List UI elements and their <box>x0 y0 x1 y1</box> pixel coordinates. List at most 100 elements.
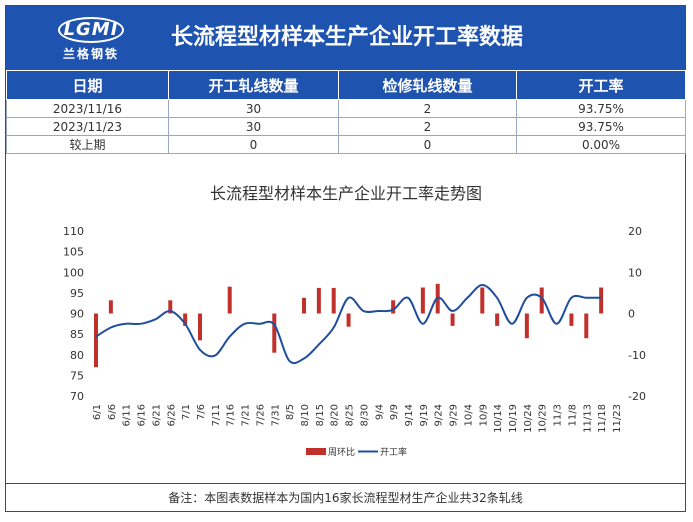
x-tick-label: 7/1 <box>181 404 192 420</box>
bar-mark <box>272 313 277 353</box>
company-logo: LGMI 兰格钢铁 <box>50 15 134 61</box>
report-frame: LGMI 兰格钢铁 长流程型材样本生产企业开工率数据 日期 开工轧线数量 检修轧… <box>5 5 686 512</box>
page-title: 长流程型材样本生产企业开工率数据 <box>171 25 524 50</box>
table-cell: 2 <box>338 99 517 118</box>
x-tick-label: 9/14 <box>404 404 415 426</box>
x-tick-label: 11/13 <box>582 404 593 433</box>
bar-mark <box>480 287 485 314</box>
left-tick-label: 75 <box>70 369 84 382</box>
left-tick-label: 110 <box>63 225 84 238</box>
left-tick-label: 70 <box>70 390 84 403</box>
x-tick-label: 8/10 <box>300 404 311 426</box>
x-tick-label: 7/21 <box>241 404 252 426</box>
chart-title: 长流程型材样本生产企业开工率走势图 <box>210 184 482 203</box>
bar-series-wow <box>94 283 604 368</box>
table-cell: 2 <box>338 117 517 136</box>
logo-text: LGMI <box>63 19 119 40</box>
table-cell: 2023/11/16 <box>6 99 169 118</box>
x-tick-label: 11/3 <box>553 404 564 426</box>
header-bar: LGMI 兰格钢铁 长流程型材样本生产企业开工率数据 <box>6 6 685 70</box>
x-tick-label: 8/5 <box>285 404 296 420</box>
x-tick-label: 9/29 <box>449 404 460 426</box>
logo-oval <box>58 17 124 43</box>
x-tick-label: 8/25 <box>345 404 356 426</box>
bar-mark <box>108 300 113 314</box>
x-tick-label: 8/20 <box>330 404 341 426</box>
table-row: 2023/11/23 30 2 93.75% <box>6 117 686 136</box>
right-tick-label: 10 <box>628 266 642 279</box>
table-cell: 93.75% <box>516 117 686 136</box>
left-tick-label: 85 <box>70 328 84 341</box>
bar-mark <box>569 313 574 326</box>
right-tick-label: -10 <box>628 349 646 362</box>
bar-mark <box>183 313 188 326</box>
bar-mark <box>599 287 604 314</box>
bar-mark <box>495 313 500 326</box>
x-tick-label: 6/16 <box>137 404 148 426</box>
chart-legend: 周环比 开工率 <box>306 446 407 458</box>
x-tick-label: 10/9 <box>478 404 489 426</box>
x-tick-label: 11/18 <box>597 404 608 433</box>
column-header-operating-rate: 开工率 <box>516 70 686 100</box>
x-tick-label: 10/29 <box>538 404 549 433</box>
bar-mark <box>584 313 589 339</box>
x-tick-label: 10/24 <box>523 404 534 433</box>
x-tick-label: 6/21 <box>151 404 162 426</box>
left-tick-label: 95 <box>70 287 84 300</box>
right-tick-label: 0 <box>628 308 635 321</box>
operating-rate-chart: 长流程型材样本生产企业开工率走势图 707580859095100105110 … <box>63 184 646 458</box>
legend-bar-swatch <box>306 448 326 455</box>
logo-subtitle: 兰格钢铁 <box>62 47 119 61</box>
left-axis-ticks: 70 75 80 85 90 95 100 105 110 <box>63 225 84 403</box>
table-cell: 30 <box>168 99 339 118</box>
table-row: 2023/11/16 30 2 93.75% <box>6 99 686 118</box>
x-tick-label: 11/23 <box>612 404 623 433</box>
x-tick-label: 6/26 <box>166 404 177 426</box>
x-tick-label: 9/24 <box>434 404 445 426</box>
x-tick-label: 9/19 <box>419 404 430 426</box>
x-tick-label: 7/11 <box>211 404 222 426</box>
bar-mark <box>539 287 544 314</box>
left-tick-label: 90 <box>70 308 84 321</box>
x-tick-label: 8/15 <box>315 404 326 426</box>
x-tick-label: 11/8 <box>567 404 578 426</box>
x-tick-label: 7/31 <box>270 404 281 426</box>
bar-mark <box>450 313 455 326</box>
x-tick-label: 6/6 <box>107 404 118 420</box>
bar-mark <box>227 286 232 314</box>
table-header-row: 日期 开工轧线数量 检修轧线数量 开工率 <box>6 70 686 100</box>
table-cell: 2023/11/23 <box>6 117 169 136</box>
x-tick-label: 6/1 <box>92 404 103 420</box>
x-tick-label: 7/6 <box>196 404 207 420</box>
left-tick-label: 100 <box>63 266 84 279</box>
x-tick-label: 9/4 <box>374 404 385 420</box>
table-cell: 93.75% <box>516 99 686 118</box>
x-tick-label: 7/26 <box>255 404 266 426</box>
bar-mark <box>524 313 529 339</box>
table-cell: 0 <box>168 135 339 154</box>
chart-area: 长流程型材样本生产企业开工率走势图 70 75 80 85 90 95 100 105 110 … <box>6 154 685 481</box>
bar-mark <box>331 287 336 314</box>
right-axis-ticks: -20 -10 0 10 20 <box>628 225 646 403</box>
column-header-maintenance-lines: 检修轧线数量 <box>338 70 517 100</box>
legend-bar-label: 周环比 <box>328 446 355 458</box>
x-tick-label: 7/16 <box>226 404 237 426</box>
bar-mark <box>94 313 98 368</box>
bar-mark <box>316 287 321 314</box>
bar-mark <box>302 297 306 314</box>
left-tick-label: 105 <box>63 246 84 259</box>
bar-mark <box>346 313 351 327</box>
x-tick-label: 10/19 <box>508 404 519 433</box>
table-row: 较上期 0 0 0.00% <box>6 135 686 154</box>
table-cell: 较上期 <box>6 135 169 154</box>
bar-mark <box>168 300 173 314</box>
column-header-date: 日期 <box>6 70 169 100</box>
left-tick-label: 80 <box>70 349 84 362</box>
line-series-operating-rate <box>95 283 602 365</box>
x-tick-label: 9/9 <box>389 404 400 420</box>
column-header-running-lines: 开工轧线数量 <box>168 70 339 100</box>
right-tick-label: 20 <box>628 225 642 238</box>
x-tick-label: 10/4 <box>463 404 474 426</box>
x-tick-label: 10/14 <box>493 404 504 433</box>
table-cell: 0.00% <box>516 135 686 154</box>
